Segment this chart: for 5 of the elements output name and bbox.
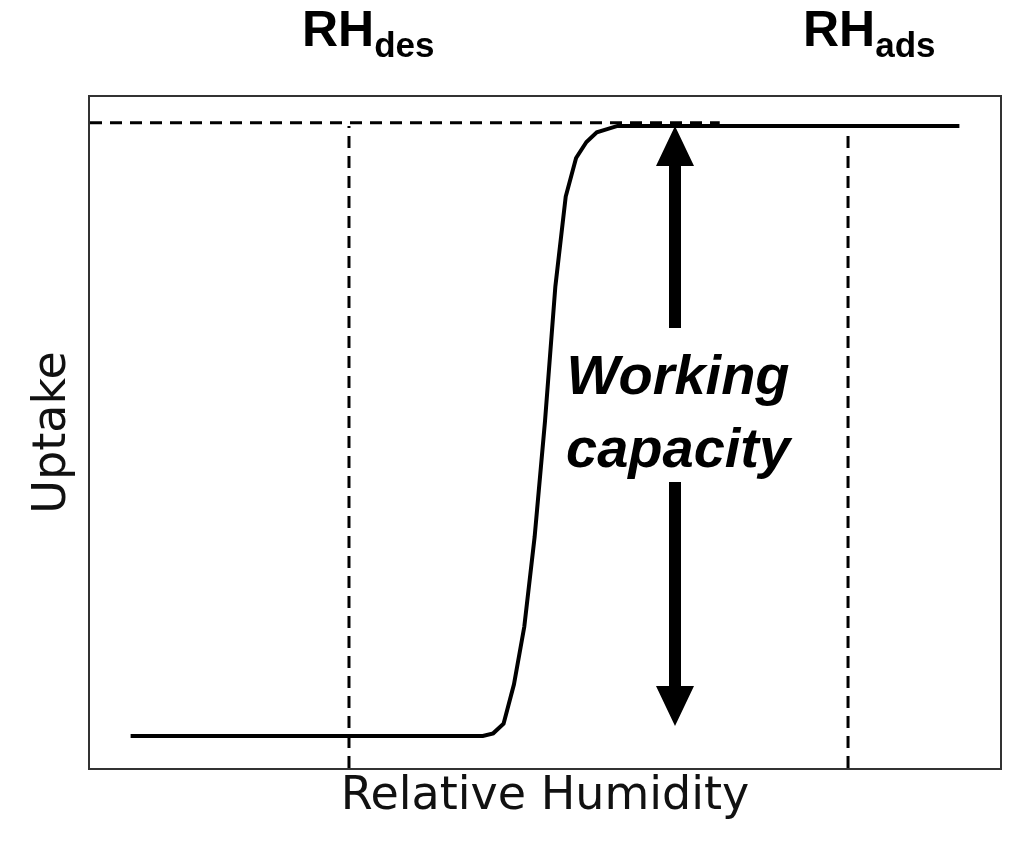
x-axis-title: Relative Humidity bbox=[340, 766, 750, 821]
text: RH$_{ads}$ bbox=[803, 1, 936, 64]
y-axis-title: Uptake bbox=[21, 351, 76, 514]
text: RH$_{des}$ bbox=[302, 1, 435, 64]
annotation: Working capacity bbox=[566, 343, 793, 479]
